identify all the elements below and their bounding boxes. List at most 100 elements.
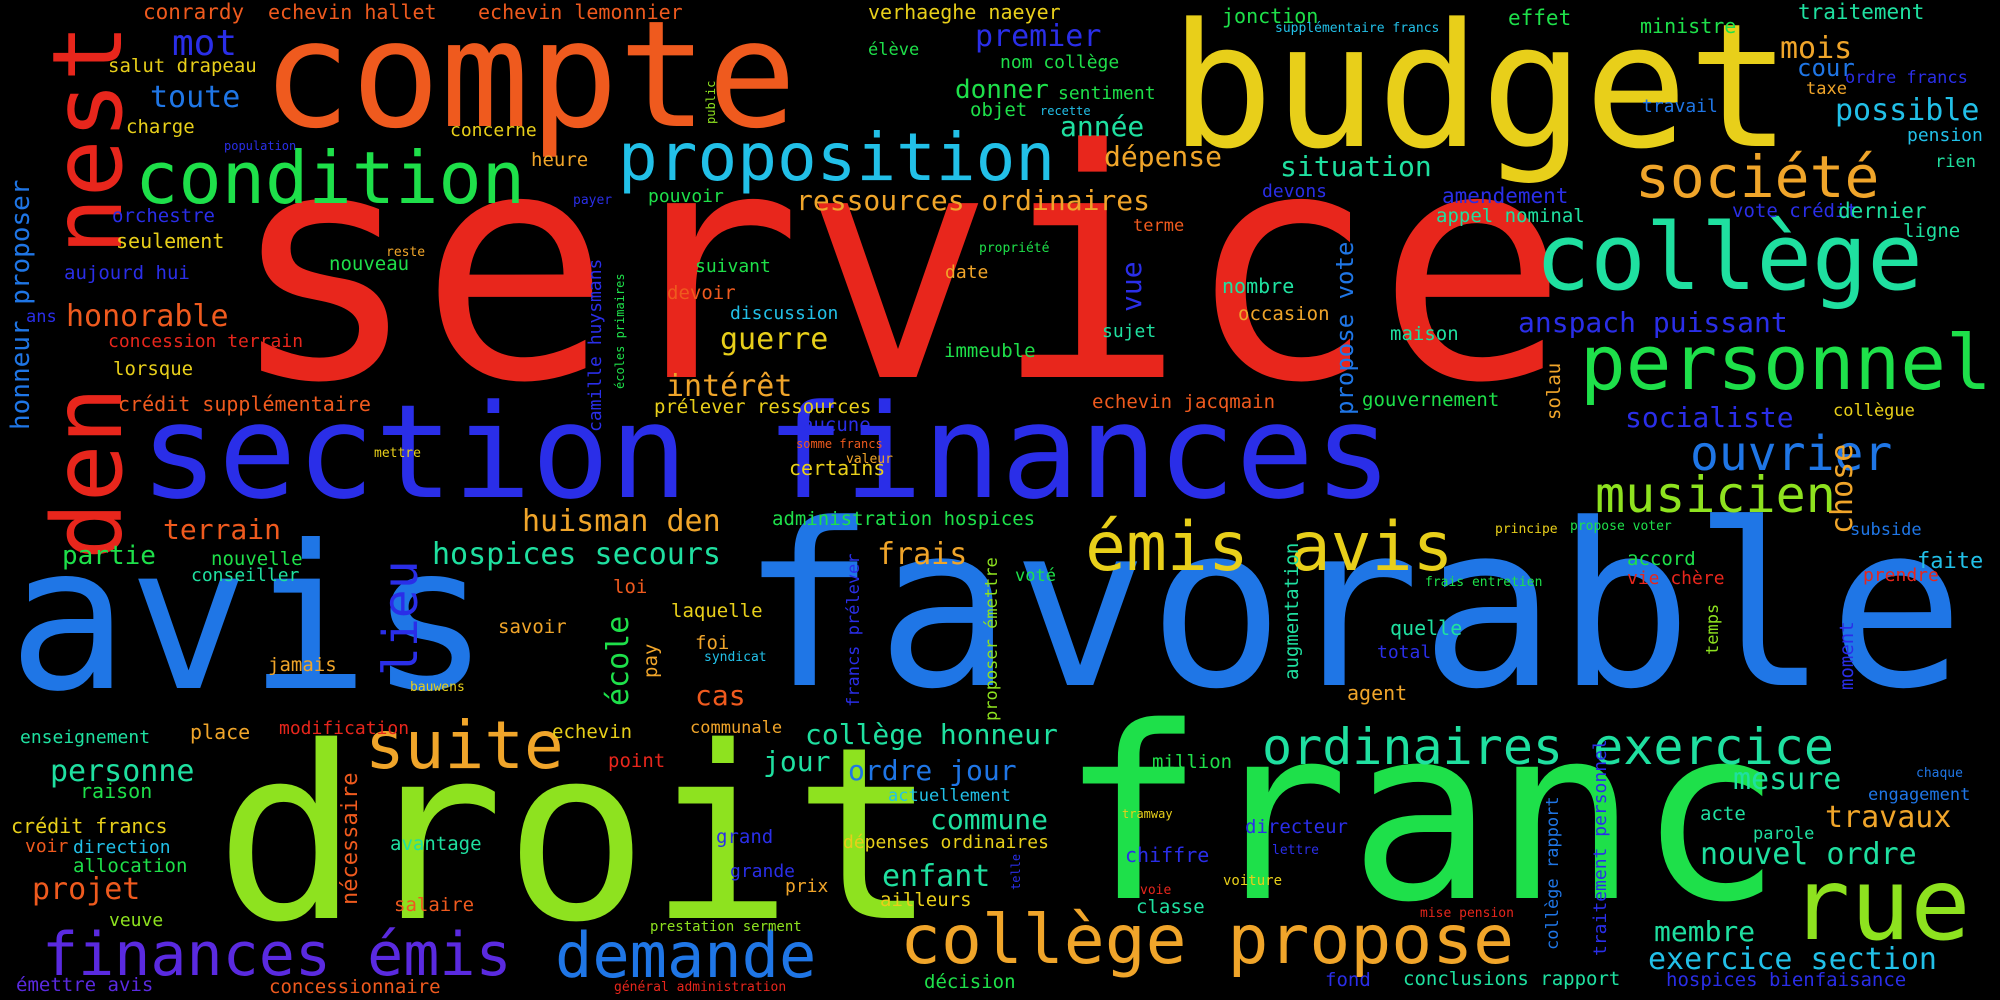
word: aucune — [802, 414, 871, 436]
word: sujet — [1102, 321, 1157, 342]
word: conclusions rapport — [1403, 968, 1621, 990]
word: taxe — [1806, 79, 1847, 99]
word: guerre — [720, 322, 829, 357]
word: partie — [62, 541, 156, 571]
word: émettre avis — [16, 974, 154, 996]
word: membre — [1654, 915, 1756, 948]
word: ligne — [1903, 220, 1961, 242]
word: possible — [1835, 93, 1980, 128]
word: nouvel ordre — [1700, 837, 1917, 872]
word: devons — [1262, 181, 1328, 202]
word: discussion — [730, 303, 839, 324]
word: service — [228, 82, 1569, 452]
word: seulement — [116, 229, 225, 253]
word: subside — [1850, 520, 1922, 540]
word: rue — [1790, 846, 1971, 963]
word: prélever ressources — [654, 396, 872, 418]
word: occasion — [1238, 303, 1330, 325]
word: hospices bienfaisance — [1666, 969, 1907, 991]
word: mise pension — [1420, 906, 1514, 921]
word: augmentation — [1281, 542, 1303, 680]
word: population — [224, 139, 297, 153]
word: recette — [1040, 104, 1091, 118]
word: raison — [80, 779, 153, 803]
word: franc — [1060, 675, 1783, 955]
word: propose vote — [1331, 241, 1359, 415]
word: émis avis — [1085, 508, 1454, 587]
word: personnel — [1580, 318, 1992, 407]
word: frais entretien — [1425, 575, 1543, 590]
word: administration hospices — [772, 508, 1036, 530]
word: vote crédit — [1732, 200, 1858, 222]
word: premier — [975, 19, 1102, 54]
word: rien — [1935, 152, 1976, 172]
word: jour — [763, 745, 831, 778]
word: terrain — [163, 513, 282, 546]
word: mot — [172, 23, 238, 64]
word: ordre francs — [1845, 68, 1968, 88]
word: bauwens — [410, 680, 465, 695]
word: propose voter — [1570, 519, 1672, 534]
word: hospices secours — [432, 537, 721, 572]
word: toute — [150, 80, 241, 115]
word: salaire — [394, 894, 475, 916]
word: finances émis — [42, 920, 512, 990]
word: parole — [1753, 824, 1815, 844]
word: collègue — [1833, 401, 1915, 421]
word: école — [601, 615, 636, 706]
word: général administration — [614, 980, 787, 995]
word: cas — [695, 679, 746, 712]
word: prix — [785, 876, 829, 897]
word: pension — [1907, 125, 1983, 146]
word: date — [945, 262, 989, 283]
word: droit — [215, 695, 938, 975]
word: heure — [531, 149, 589, 171]
word: solau — [1543, 362, 1565, 420]
word: voté — [1015, 566, 1056, 586]
word: allocation — [73, 855, 188, 877]
word: ailleurs — [880, 889, 972, 911]
word: public — [704, 80, 718, 124]
word: concessionnaire — [269, 976, 441, 998]
word: proposition — [618, 119, 1056, 196]
word: nécessaire — [338, 772, 363, 905]
word: traitement personnel — [1590, 739, 1611, 956]
word: conrardy — [143, 0, 245, 24]
word: engagement — [1868, 785, 1971, 805]
word: propriété — [979, 241, 1050, 256]
word: lieu — [373, 560, 429, 676]
word: faite — [1917, 549, 1984, 574]
word: crédit supplémentaire — [118, 392, 371, 416]
word: sentiment — [1058, 83, 1156, 104]
word: echevin hallet — [268, 0, 437, 24]
word: payer — [573, 193, 613, 208]
word: echevin lemonnier — [478, 0, 683, 24]
word: place — [190, 720, 251, 744]
word: prendre — [1863, 565, 1939, 586]
word: amendement — [1442, 184, 1569, 208]
word: chiffre — [1125, 843, 1210, 867]
word: huisman den — [522, 504, 721, 539]
word: verhaeghe naeyer — [868, 0, 1061, 24]
word: frais — [877, 537, 968, 572]
word: demande — [555, 919, 817, 992]
word: collège honneur — [805, 718, 1058, 751]
word: agent — [1347, 681, 1408, 705]
word: accord — [1627, 548, 1696, 570]
word: commune — [930, 803, 1049, 836]
word: élève — [868, 40, 920, 60]
word: ans — [26, 307, 57, 327]
word: loi — [613, 576, 648, 598]
word: salut drapeau — [108, 55, 257, 77]
word: lorsque — [113, 358, 194, 380]
word: dépenses ordinaires — [843, 832, 1049, 853]
word: collège — [1535, 204, 1923, 311]
word: nouvelle — [211, 548, 303, 570]
word: concerne — [450, 120, 537, 141]
word: décision — [924, 971, 1016, 993]
word: terme — [1133, 216, 1185, 236]
word: maison — [1390, 323, 1459, 345]
word: projet — [32, 872, 141, 907]
word: mois — [1780, 31, 1853, 66]
